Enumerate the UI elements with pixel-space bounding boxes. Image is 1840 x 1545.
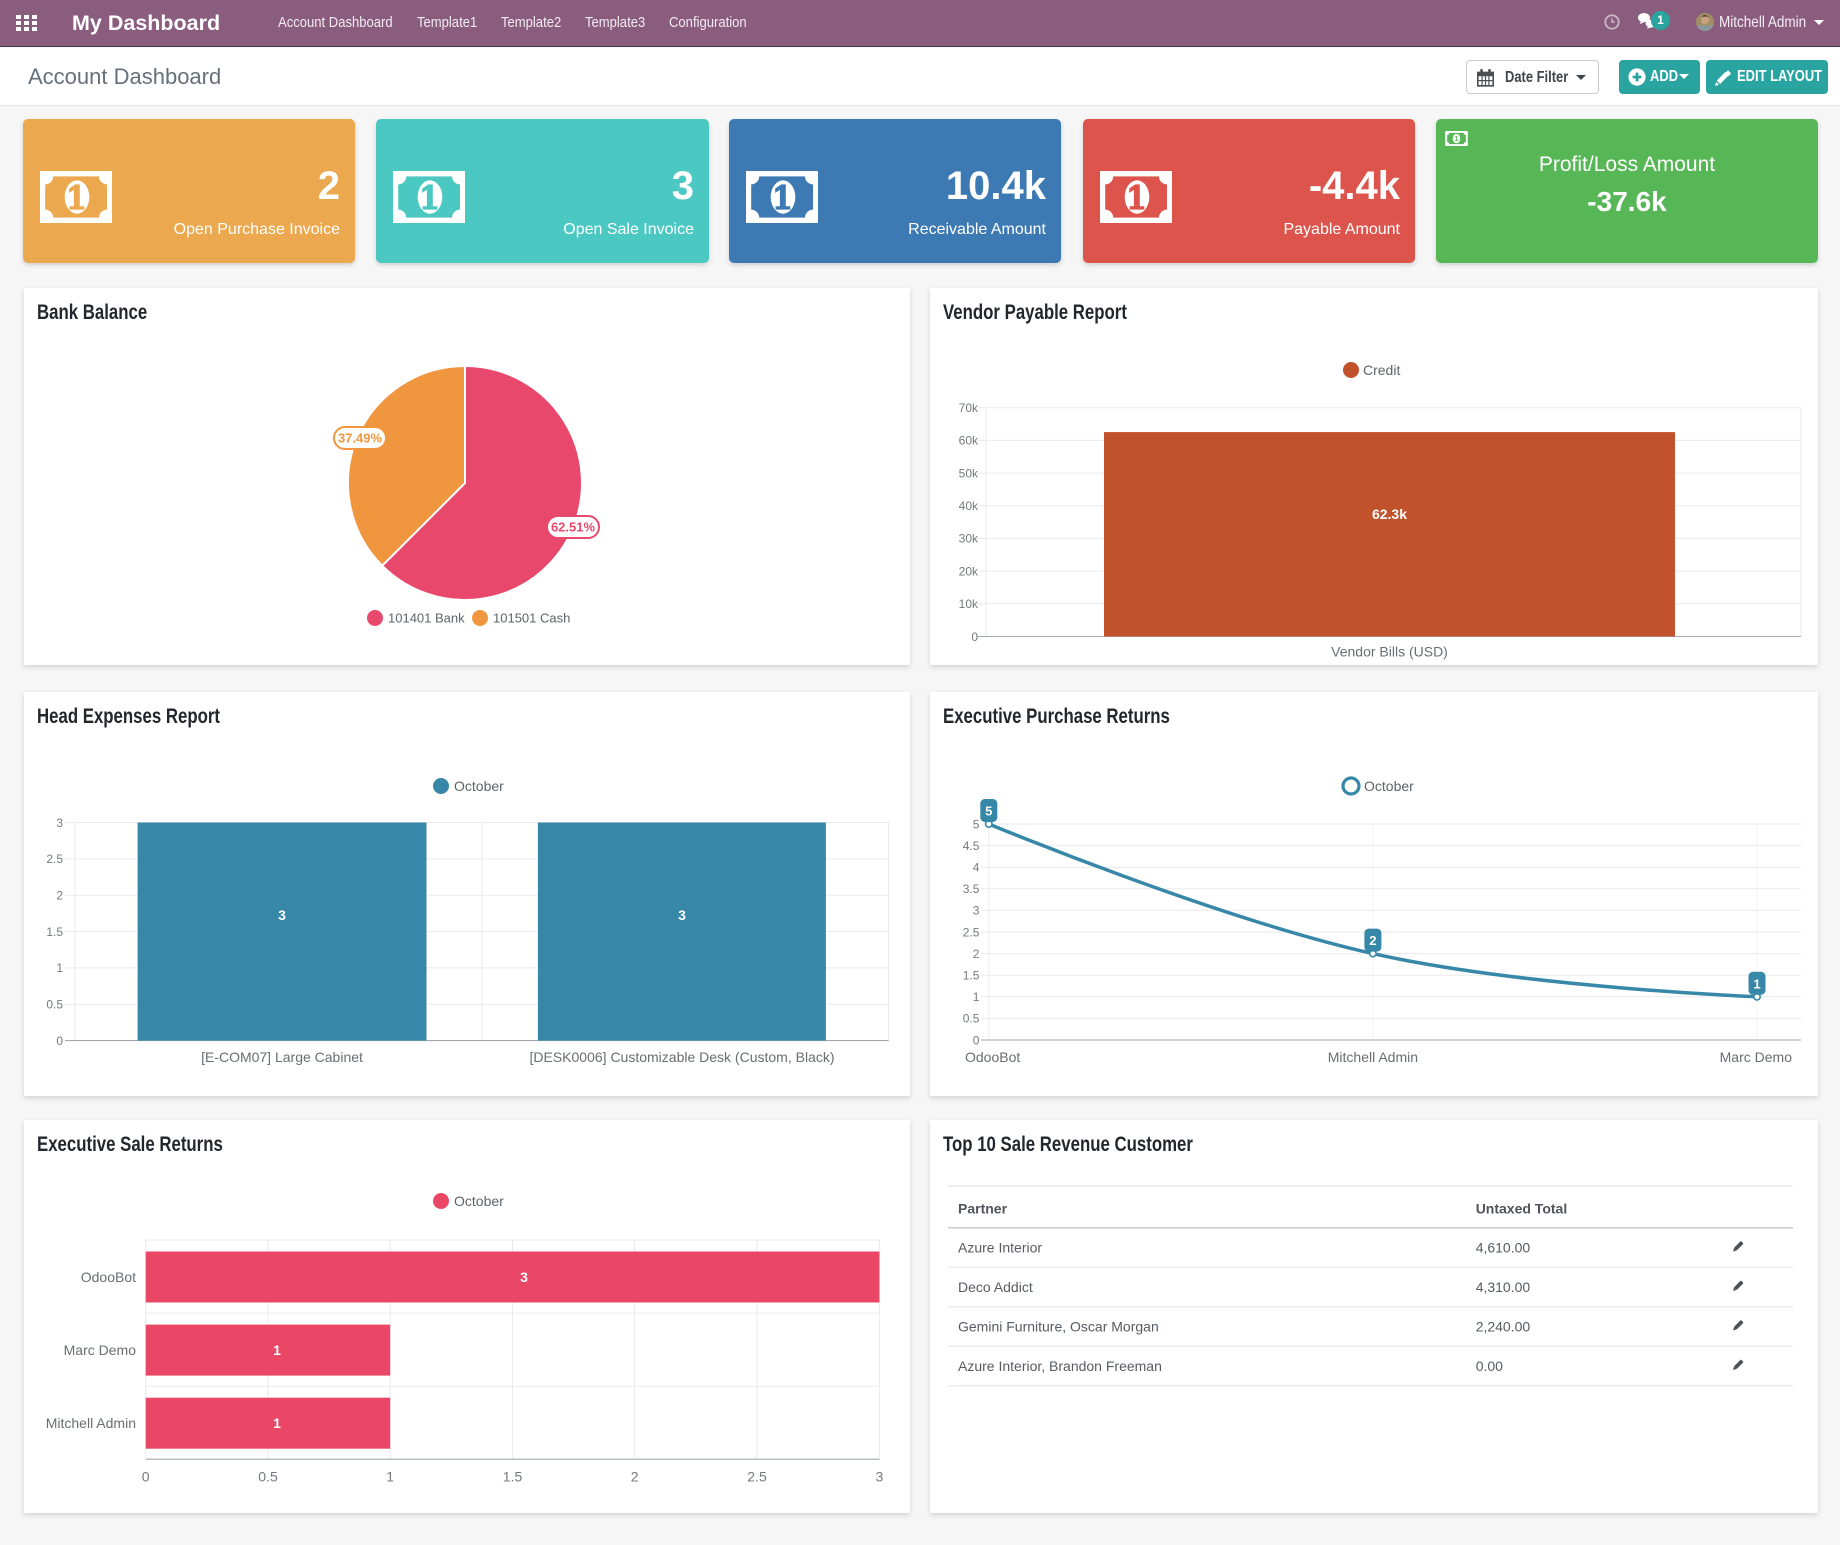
svg-text:[E-COM07] Large Cabinet: [E-COM07] Large Cabinet	[201, 1049, 363, 1065]
svg-text:Azure Interior: Azure Interior	[958, 1240, 1042, 1256]
svg-text:3: 3	[520, 1269, 528, 1285]
svg-text:2,240.00: 2,240.00	[1476, 1319, 1531, 1335]
svg-text:1: 1	[386, 1469, 394, 1485]
svg-text:October: October	[1364, 778, 1414, 794]
svg-text:0.5: 0.5	[963, 1012, 980, 1026]
svg-text:0: 0	[142, 1469, 150, 1485]
svg-text:Gemini Furniture, Oscar Morgan: Gemini Furniture, Oscar Morgan	[958, 1319, 1159, 1335]
svg-text:1.5: 1.5	[46, 925, 63, 939]
svg-text:3: 3	[876, 1469, 884, 1485]
svg-text:October: October	[454, 778, 504, 794]
svg-text:Deco Addict: Deco Addict	[958, 1279, 1033, 1295]
svg-text:0.00: 0.00	[1476, 1358, 1503, 1374]
svg-text:3: 3	[678, 907, 686, 923]
svg-text:October: October	[454, 1193, 504, 1209]
svg-text:1: 1	[1455, 135, 1459, 143]
svg-text:OdooBot: OdooBot	[81, 1269, 136, 1285]
svg-text:20k: 20k	[959, 564, 979, 578]
svg-text:0.5: 0.5	[258, 1469, 278, 1485]
svg-text:1.5: 1.5	[503, 1469, 523, 1485]
svg-text:0: 0	[56, 1034, 63, 1048]
svg-text:101401 Bank: 101401 Bank	[388, 611, 465, 626]
svg-text:30k: 30k	[959, 532, 979, 546]
svg-text:3: 3	[973, 904, 980, 918]
svg-text:0.5: 0.5	[46, 998, 63, 1012]
svg-text:Azure Interior, Brandon Freema: Azure Interior, Brandon Freeman	[958, 1358, 1162, 1374]
svg-text:3.5: 3.5	[963, 882, 980, 896]
svg-text:5: 5	[973, 817, 980, 831]
svg-text:2.5: 2.5	[46, 852, 63, 866]
svg-text:Credit: Credit	[1363, 362, 1400, 378]
svg-text:1: 1	[973, 990, 980, 1004]
svg-text:60k: 60k	[959, 434, 979, 448]
svg-text:5: 5	[985, 804, 992, 819]
svg-text:62.51%: 62.51%	[551, 520, 596, 535]
svg-text:2: 2	[631, 1469, 639, 1485]
svg-text:[DESK0006] Customizable Desk (: [DESK0006] Customizable Desk (Custom, Bl…	[530, 1049, 835, 1065]
svg-text:2.5: 2.5	[747, 1469, 767, 1485]
svg-text:Partner: Partner	[958, 1201, 1008, 1217]
svg-text:4,610.00: 4,610.00	[1476, 1240, 1531, 1256]
svg-text:Vendor Bills (USD): Vendor Bills (USD)	[1331, 644, 1448, 660]
svg-text:Marc Demo: Marc Demo	[1720, 1049, 1793, 1065]
svg-text:50k: 50k	[959, 466, 979, 480]
svg-text:3: 3	[56, 816, 63, 830]
svg-text:4: 4	[973, 861, 980, 875]
svg-text:1: 1	[273, 1415, 281, 1431]
svg-text:1.5: 1.5	[963, 969, 980, 983]
svg-text:OdooBot: OdooBot	[965, 1049, 1020, 1065]
svg-text:1: 1	[56, 961, 63, 975]
svg-text:37.49%: 37.49%	[338, 431, 383, 446]
svg-text:Mitchell Admin: Mitchell Admin	[1328, 1049, 1418, 1065]
svg-text:Untaxed Total: Untaxed Total	[1476, 1201, 1568, 1217]
svg-text:3: 3	[278, 907, 286, 923]
svg-text:2: 2	[56, 889, 63, 903]
svg-text:Marc Demo: Marc Demo	[64, 1342, 137, 1358]
svg-text:101501 Cash: 101501 Cash	[493, 611, 570, 626]
svg-text:4.5: 4.5	[963, 839, 980, 853]
svg-text:1: 1	[273, 1342, 281, 1358]
svg-text:4,310.00: 4,310.00	[1476, 1279, 1531, 1295]
svg-text:0: 0	[971, 630, 978, 644]
svg-text:40k: 40k	[959, 499, 979, 513]
svg-text:2: 2	[1369, 933, 1376, 948]
svg-text:10k: 10k	[959, 597, 979, 611]
svg-text:Mitchell Admin: Mitchell Admin	[46, 1415, 136, 1431]
svg-text:2: 2	[973, 947, 980, 961]
svg-text:0: 0	[973, 1033, 980, 1047]
svg-text:70k: 70k	[959, 401, 979, 415]
svg-text:2.5: 2.5	[963, 925, 980, 939]
svg-text:62.3k: 62.3k	[1372, 506, 1407, 522]
svg-text:1: 1	[1753, 976, 1760, 991]
